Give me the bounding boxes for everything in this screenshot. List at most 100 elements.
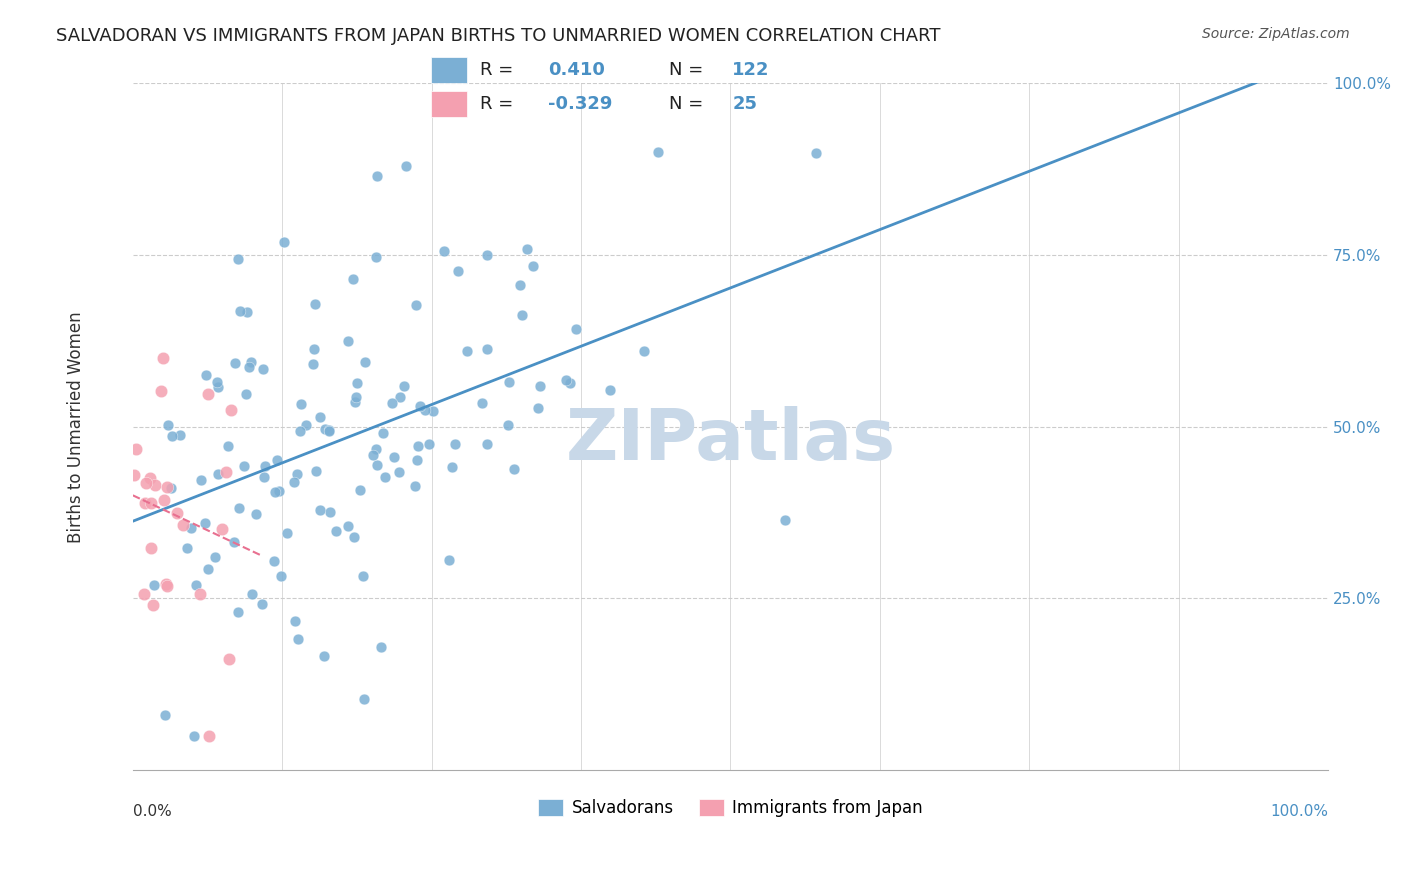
Point — [633, 343, 655, 358]
Point — [406, 439, 429, 453]
Point — [211, 522, 233, 536]
Point — [238, 360, 260, 375]
Point — [226, 605, 249, 619]
Point — [773, 513, 796, 527]
Text: R =: R = — [481, 95, 519, 112]
Point — [361, 448, 384, 462]
Point — [304, 343, 326, 357]
Point — [273, 235, 295, 249]
Point — [503, 462, 526, 476]
Point — [366, 169, 388, 183]
Point — [353, 692, 375, 706]
Point — [342, 272, 364, 286]
Text: SALVADORAN VS IMMIGRANTS FROM JAPAN BIRTHS TO UNMARRIED WOMEN CORRELATION CHART: SALVADORAN VS IMMIGRANTS FROM JAPAN BIRT… — [56, 27, 941, 45]
Point — [195, 368, 218, 382]
Text: 122: 122 — [733, 61, 769, 78]
Point — [197, 387, 219, 401]
Point — [224, 356, 246, 370]
Point — [599, 383, 621, 397]
Point — [221, 402, 243, 417]
Point — [242, 587, 264, 601]
Point — [276, 526, 298, 541]
Point — [319, 505, 342, 519]
Point — [156, 480, 179, 494]
Point — [141, 496, 163, 510]
Point — [405, 452, 427, 467]
Point — [222, 535, 245, 549]
Point — [180, 521, 202, 535]
Point — [252, 361, 274, 376]
Text: -0.329: -0.329 — [548, 95, 612, 112]
Point — [301, 357, 323, 371]
Point — [336, 518, 359, 533]
Point — [432, 244, 454, 259]
Point — [218, 652, 240, 666]
Point — [422, 403, 444, 417]
Point — [264, 484, 287, 499]
Point — [152, 492, 174, 507]
Point — [325, 524, 347, 539]
Point — [169, 428, 191, 442]
Point — [270, 568, 292, 582]
Point — [529, 379, 551, 393]
Point — [374, 470, 396, 484]
Text: ZIPatlas: ZIPatlas — [565, 406, 896, 475]
Point — [305, 464, 328, 478]
Text: Births to Unmarried Women: Births to Unmarried Women — [67, 311, 84, 542]
Point — [382, 450, 405, 464]
Point — [475, 248, 498, 262]
Point — [239, 355, 262, 369]
Point — [228, 252, 250, 267]
Text: Source: ZipAtlas.com: Source: ZipAtlas.com — [1202, 27, 1350, 41]
Point — [510, 309, 533, 323]
Point — [318, 423, 340, 437]
Point — [516, 242, 538, 256]
Point — [415, 402, 437, 417]
Point — [352, 569, 374, 583]
Point — [215, 465, 238, 479]
Point — [236, 305, 259, 319]
Point — [344, 395, 367, 409]
Point — [456, 343, 478, 358]
Point — [354, 355, 377, 369]
Text: R =: R = — [481, 61, 519, 78]
Point — [471, 396, 494, 410]
Point — [475, 342, 498, 356]
Point — [373, 426, 395, 441]
Point — [205, 375, 228, 389]
Point — [207, 380, 229, 394]
Point — [263, 554, 285, 568]
Point — [150, 384, 173, 398]
Point — [283, 475, 305, 489]
Point — [134, 496, 156, 510]
Point — [554, 373, 576, 387]
Point — [190, 473, 212, 487]
Point — [143, 578, 166, 592]
Point — [647, 145, 669, 160]
Point — [477, 436, 499, 450]
Text: 0.0%: 0.0% — [132, 805, 172, 820]
Legend: Salvadorans, Immigrants from Japan: Salvadorans, Immigrants from Japan — [531, 792, 929, 823]
Point — [135, 475, 157, 490]
Point — [162, 429, 184, 443]
Point — [142, 598, 165, 612]
Point — [498, 375, 520, 389]
Point — [349, 483, 371, 498]
Point — [366, 458, 388, 472]
Point — [395, 159, 418, 173]
Point — [245, 507, 267, 521]
Point — [269, 483, 291, 498]
Point — [344, 390, 367, 404]
Point — [157, 417, 180, 432]
Point — [405, 298, 427, 312]
Point — [284, 615, 307, 629]
Point — [418, 437, 440, 451]
Point — [204, 549, 226, 564]
Text: N =: N = — [669, 61, 709, 78]
Text: 100.0%: 100.0% — [1270, 805, 1329, 820]
Point — [409, 399, 432, 413]
Point — [498, 417, 520, 432]
Point — [394, 379, 416, 393]
Point — [295, 417, 318, 432]
Point — [197, 562, 219, 576]
